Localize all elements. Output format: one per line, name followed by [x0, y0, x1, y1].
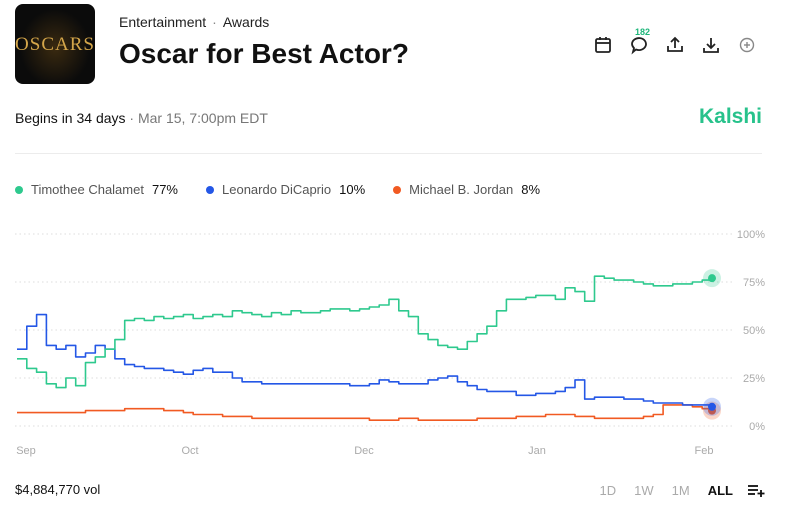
legend-percent: 10%	[339, 182, 366, 197]
begins-date: · Mar 15, 7:00pm EDT	[129, 110, 268, 126]
y-tick-label: 50%	[743, 325, 765, 337]
price-chart[interactable]: 100% 75% 50% 25% 0% Sep Oct Dec Jan Feb	[0, 220, 793, 465]
legend-dot	[15, 185, 23, 194]
series-line	[17, 275, 713, 389]
series-end-point	[708, 274, 716, 283]
legend-label: Leonardo DiCaprio	[222, 182, 332, 197]
x-tick-label: Sep	[16, 445, 36, 457]
legend-label: Timothee Chalamet	[31, 182, 144, 197]
legend-dot	[393, 185, 402, 194]
begins-text: Begins in 34 days	[15, 110, 126, 126]
page-title: Oscar for Best Actor?	[119, 38, 409, 69]
volume-text: $4,884,770 vol	[15, 482, 101, 497]
range-1w[interactable]: 1W	[634, 482, 654, 498]
legend-item-chalamet[interactable]: Timothee Chalamet 77%	[15, 182, 178, 197]
calendar-icon	[595, 37, 611, 53]
y-tick-label: 25%	[743, 373, 765, 385]
series-line	[17, 404, 713, 421]
header-actions: 182	[592, 27, 772, 56]
breadcrumb-entertainment[interactable]: Entertainment	[119, 14, 207, 30]
event-begins: Begins in 34 days · Mar 15, 7:00pm EDT	[15, 110, 268, 126]
breadcrumb-awards[interactable]: Awards	[222, 14, 270, 30]
comment-icon	[631, 37, 647, 55]
calendar-button[interactable]	[592, 34, 614, 56]
range-selector: 1D 1W 1M ALL	[582, 482, 765, 498]
x-tick-label: Jan	[528, 445, 546, 457]
range-all[interactable]: ALL	[707, 482, 733, 498]
series-line	[17, 313, 713, 407]
legend-percent: 77%	[151, 182, 178, 197]
x-tick-label: Feb	[695, 445, 714, 457]
share-button[interactable]	[664, 34, 686, 56]
share-icon	[667, 36, 683, 52]
range-1d[interactable]: 1D	[599, 482, 617, 498]
event-thumbnail: OSCARS	[15, 4, 95, 84]
range-1m[interactable]: 1M	[671, 482, 690, 498]
y-tick-label: 100%	[737, 229, 765, 241]
add-button[interactable]	[736, 34, 758, 56]
legend-dot	[206, 185, 214, 194]
download-icon	[703, 38, 719, 53]
divider	[15, 153, 762, 154]
x-tick-label: Oct	[181, 445, 198, 457]
comment-count-badge: 182	[635, 27, 651, 37]
download-button[interactable]	[700, 34, 722, 56]
legend-percent: 8%	[521, 182, 541, 197]
plus-circle-icon	[739, 37, 755, 53]
series-end-point	[708, 402, 716, 411]
thumbnail-text: OSCARS	[15, 34, 95, 55]
x-tick-label: Dec	[354, 445, 374, 457]
kalshi-logo[interactable]: Kalshi	[698, 105, 762, 128]
breadcrumb-separator: ·	[212, 14, 217, 30]
comments-button[interactable]: 182	[628, 27, 650, 56]
y-tick-label: 75%	[743, 277, 765, 289]
breadcrumb: Entertainment · Awards	[119, 14, 269, 30]
list-add-icon[interactable]	[747, 482, 765, 498]
legend-label: Michael B. Jordan	[409, 182, 514, 197]
chart-legend: Timothee Chalamet 77% Leonardo DiCaprio …	[15, 182, 568, 197]
legend-item-jordan[interactable]: Michael B. Jordan 8%	[393, 182, 540, 197]
y-tick-label: 0%	[749, 421, 765, 433]
legend-item-dicaprio[interactable]: Leonardo DiCaprio 10%	[206, 182, 365, 197]
